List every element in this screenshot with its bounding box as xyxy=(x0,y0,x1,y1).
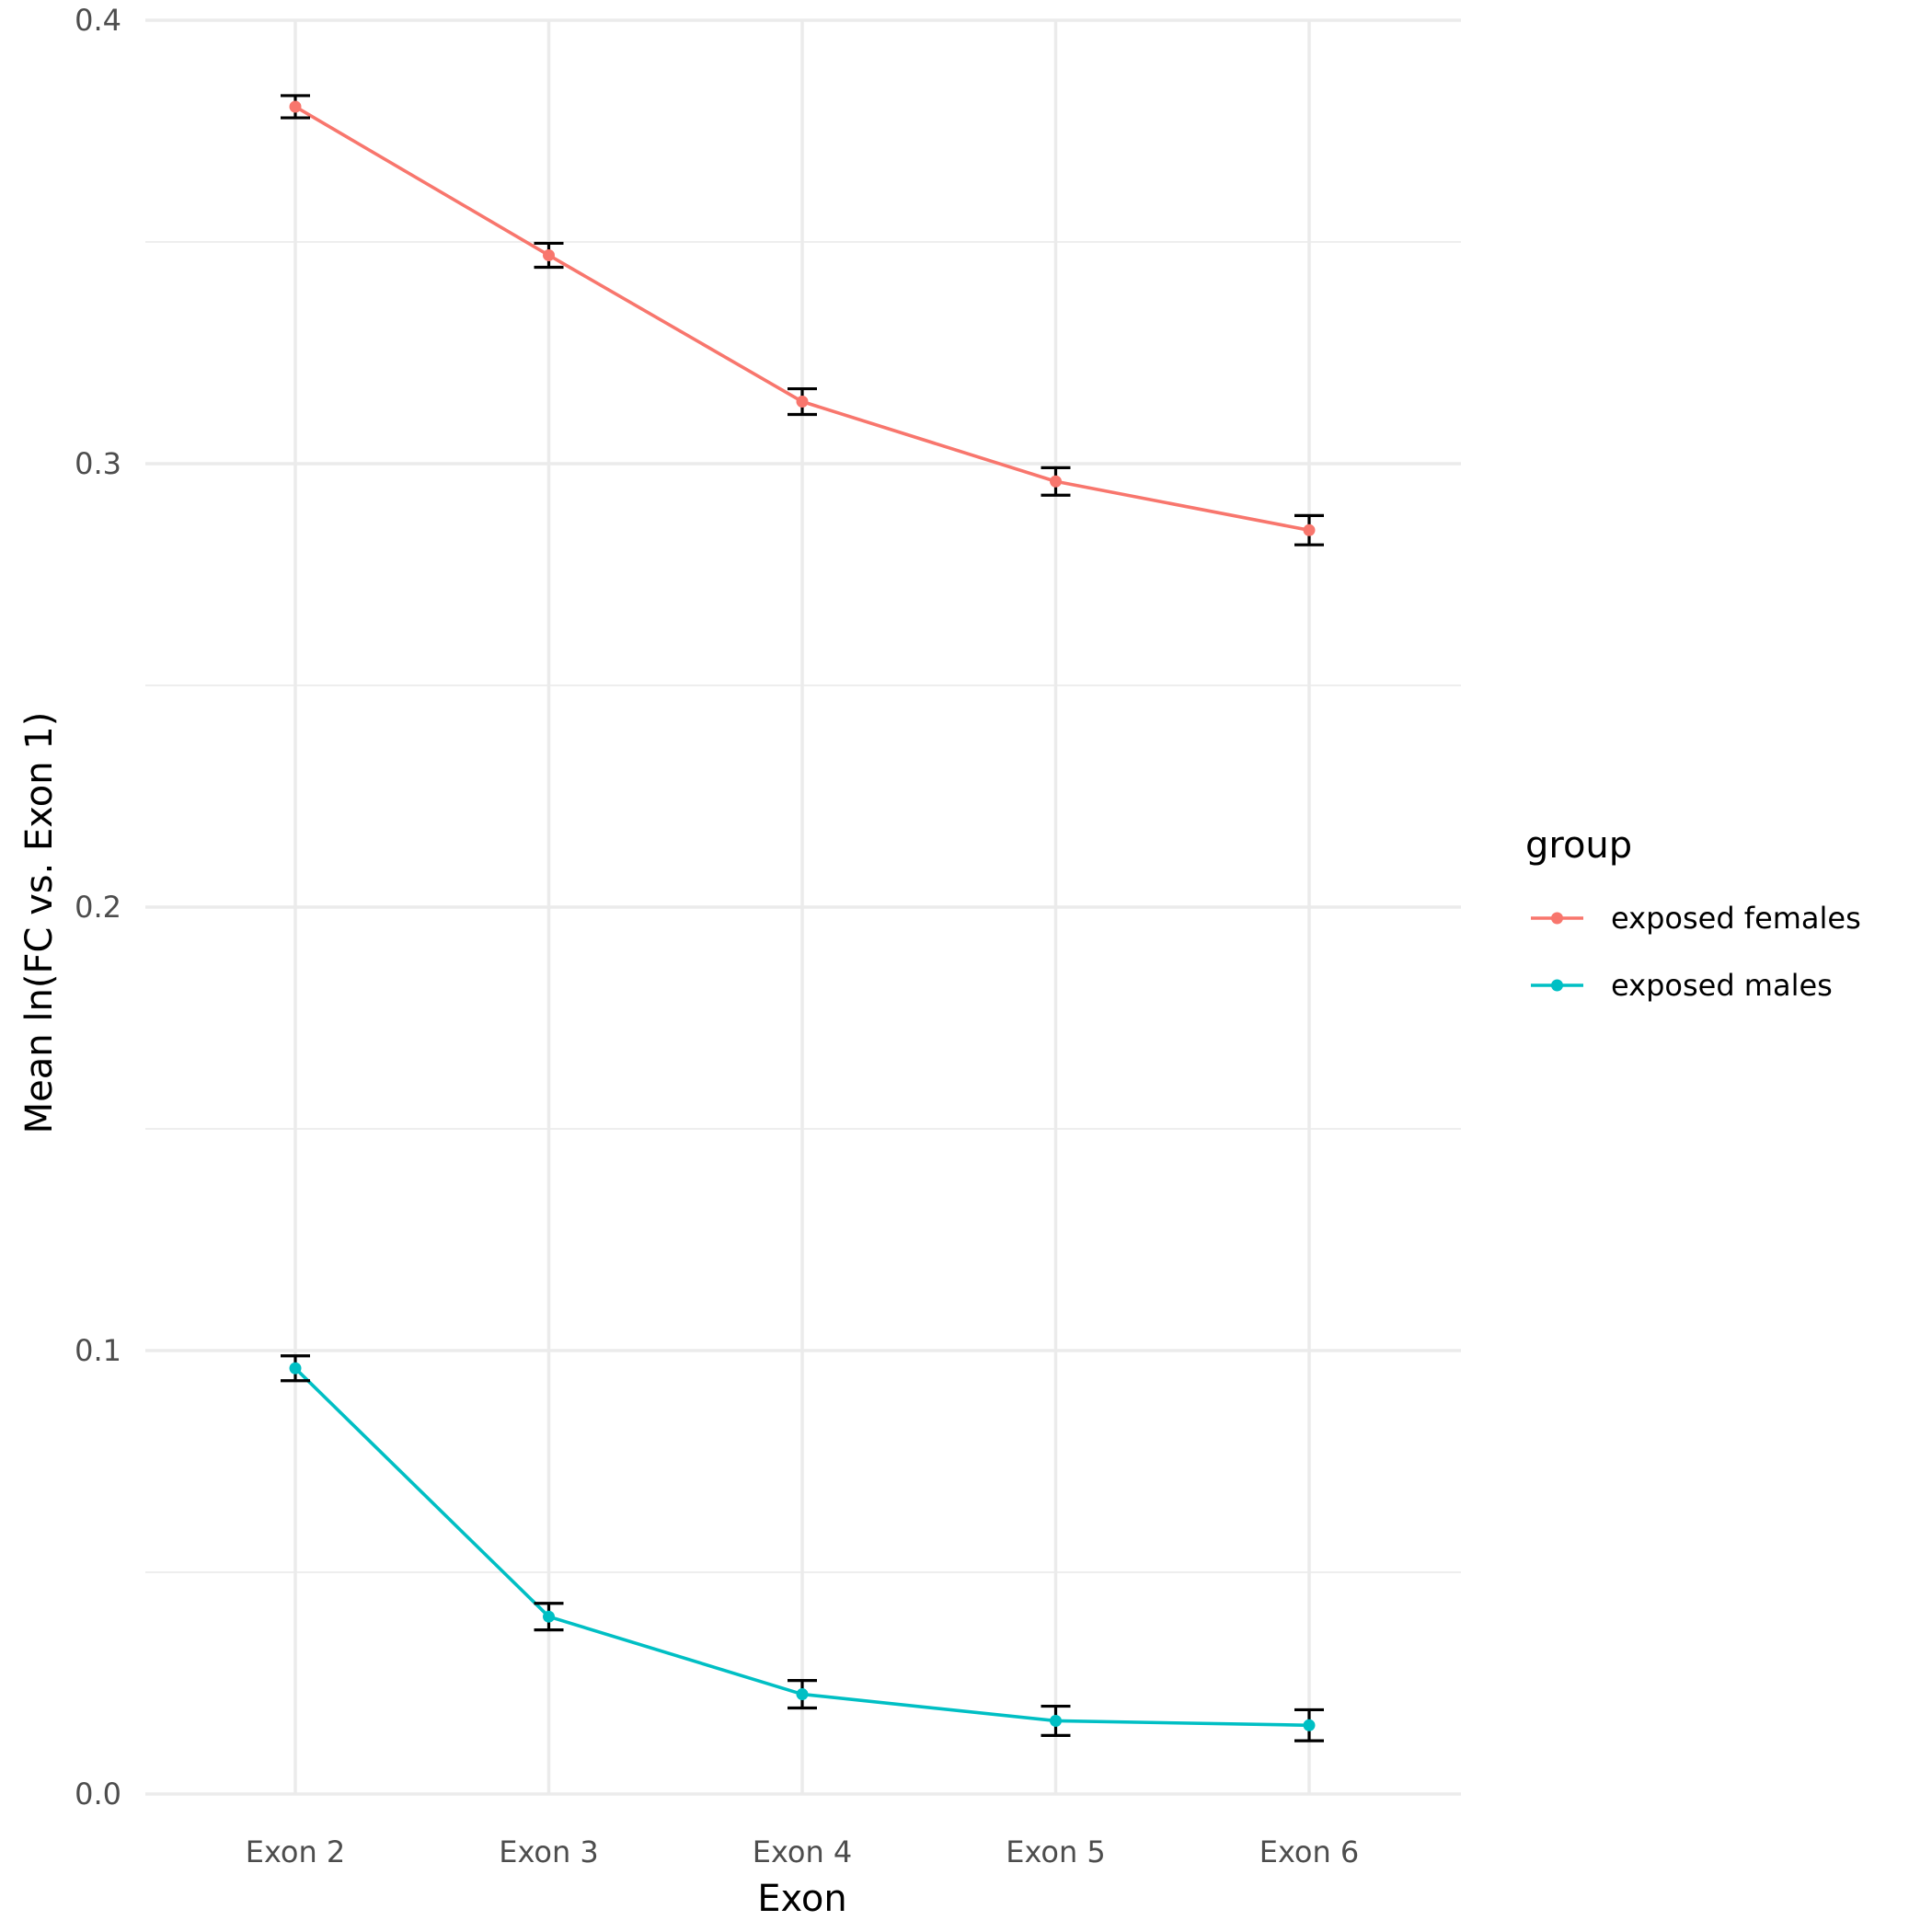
data-point xyxy=(1303,1719,1316,1731)
x-tick-label: Exon 2 xyxy=(246,1834,346,1869)
x-tick-label: Exon 4 xyxy=(753,1834,853,1869)
errorbar-layer xyxy=(281,94,1324,1742)
x-tick-label: Exon 5 xyxy=(1006,1834,1106,1869)
legend-title: group xyxy=(1525,824,1632,867)
legend-label: exposed males xyxy=(1611,968,1833,1003)
point-layer xyxy=(289,100,1316,1731)
y-tick-label: 0.3 xyxy=(75,446,121,481)
y-axis-ticks: 0.0 0.1 0.2 0.3 0.4 xyxy=(75,3,121,1811)
data-point xyxy=(1303,523,1316,536)
x-axis-ticks: Exon 2 Exon 3 Exon 4 Exon 5 Exon 6 xyxy=(246,1834,1360,1869)
legend-item: exposed males xyxy=(1531,968,1833,1003)
legend-label: exposed females xyxy=(1611,901,1861,936)
y-tick-label: 0.1 xyxy=(75,1333,121,1368)
y-axis-title: Mean ln(FC vs. Exon 1) xyxy=(18,712,61,1134)
y-tick-label: 0.4 xyxy=(75,3,121,38)
data-point xyxy=(1050,1714,1062,1727)
data-point xyxy=(796,1688,809,1701)
legend-item: exposed females xyxy=(1531,901,1861,936)
y-tick-label: 0.2 xyxy=(75,890,121,925)
data-point xyxy=(543,248,555,261)
legend: group exposed females exposed males xyxy=(1525,824,1861,1003)
data-point xyxy=(1050,475,1062,488)
x-axis-title: Exon xyxy=(757,1878,847,1920)
x-tick-label: Exon 3 xyxy=(499,1834,599,1869)
data-point xyxy=(543,1610,555,1623)
data-point xyxy=(289,1362,302,1374)
x-tick-label: Exon 6 xyxy=(1259,1834,1360,1869)
data-point xyxy=(796,396,809,408)
y-tick-label: 0.0 xyxy=(75,1777,121,1811)
data-point xyxy=(289,100,302,113)
legend-key-point xyxy=(1551,912,1563,925)
legend-key-point xyxy=(1551,979,1563,992)
grid xyxy=(145,18,1461,1796)
